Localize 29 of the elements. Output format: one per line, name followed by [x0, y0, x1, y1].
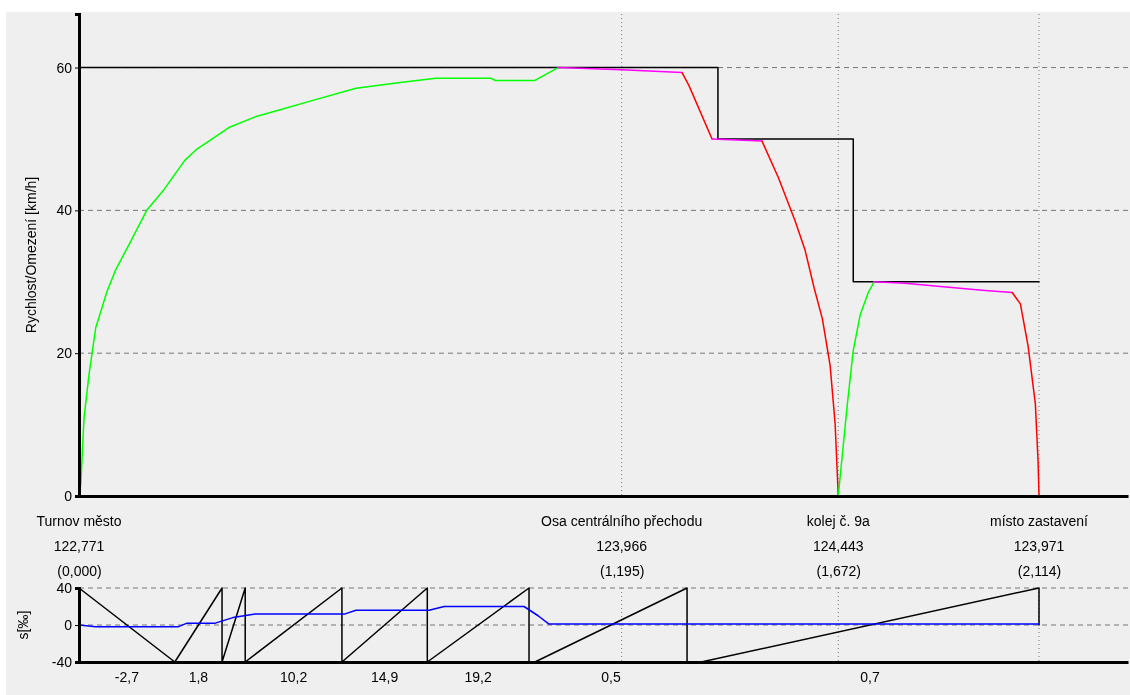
line-series — [1011, 291, 1040, 497]
y-tick-label: 40 — [56, 579, 73, 596]
x-tick-label: (2,114) — [1017, 563, 1062, 579]
text: kolej č. 9a 124,443 — [806, 513, 870, 554]
line-series — [837, 281, 875, 497]
line-series — [873, 281, 1013, 294]
text: Turnov město 122,771 — [36, 513, 122, 554]
x-tick-label: (1,672) — [816, 563, 861, 579]
line-series — [761, 140, 840, 497]
text: 0,7 — [860, 669, 881, 685]
text: 0,5 — [601, 669, 621, 685]
y-tick-label: 40 — [56, 202, 73, 219]
y-tick-label: -40 — [51, 653, 73, 670]
line-series — [78, 605, 1040, 628]
text: -2,7 — [114, 669, 140, 685]
y-axis-title: s[‰] — [15, 610, 31, 640]
y-tick-label: 60 — [56, 59, 73, 76]
y-tick-label: 0 — [64, 487, 73, 504]
text: 10,2 — [279, 669, 308, 685]
text: 14,9 — [370, 669, 399, 685]
y-tick-label: 20 — [56, 345, 73, 362]
x-tick-label: (0,000) — [57, 563, 102, 579]
y-tick-label: 0 — [64, 616, 73, 633]
text: 19,2 — [464, 669, 492, 685]
text: 1,8 — [188, 669, 209, 685]
x-tick-label: (1,195) — [599, 563, 645, 579]
y-axis-title: Rychlost/Omezení [km/h] — [23, 176, 39, 334]
text: místo zastavení 123,971 — [989, 513, 1089, 554]
text: Osa centrálního přechodu 123,966 — [541, 513, 703, 554]
